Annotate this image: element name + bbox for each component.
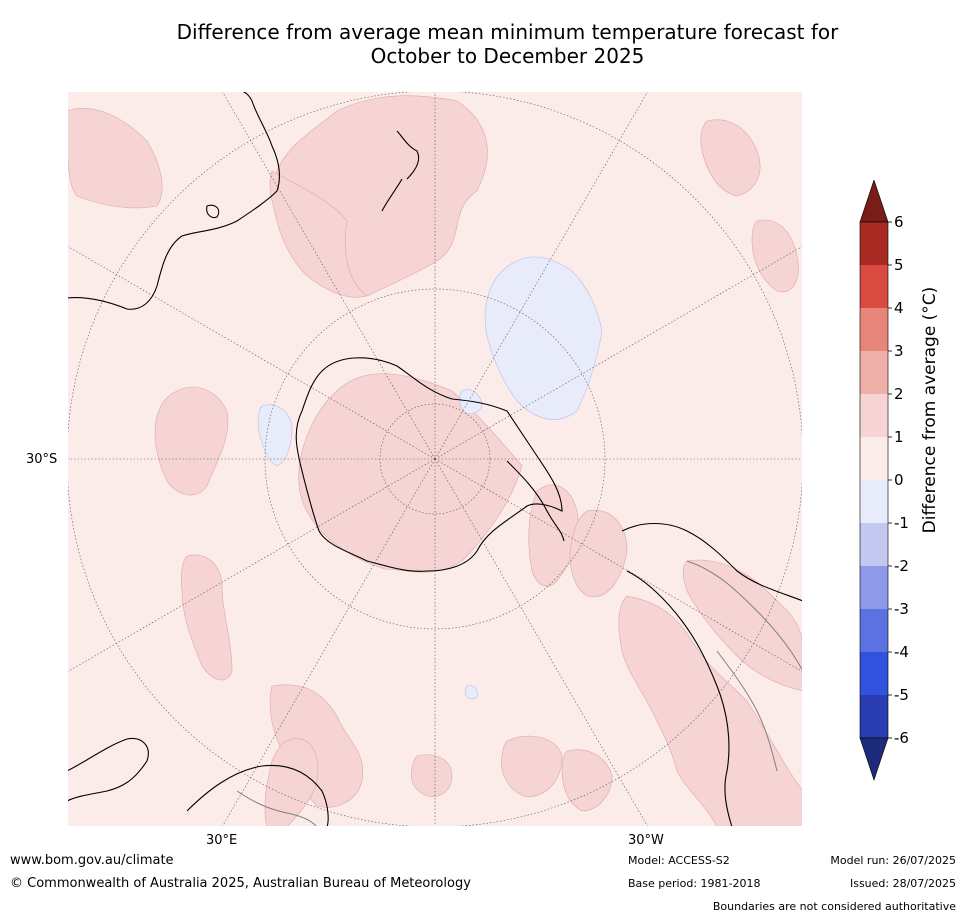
colorbar-tick-label: 3 <box>894 342 904 360</box>
colorbar-tick-label: 6 <box>894 213 904 231</box>
colorbar-bin <box>860 480 888 523</box>
colorbar-bin <box>860 652 888 695</box>
lon-label-30e: 30°E <box>206 833 238 848</box>
anomaly-region-east-edge <box>751 219 799 293</box>
anomaly-region-tasman <box>269 170 368 298</box>
colorbar-tick-label: 2 <box>894 385 904 403</box>
footer-copyright: © Commonwealth of Australia 2025, Austra… <box>10 876 471 891</box>
footer-model-run: Model run: 26/07/2025 <box>830 854 956 867</box>
anomaly-region-southern-indian <box>154 386 229 496</box>
coastline-antarctica <box>295 357 563 572</box>
colorbar-tick-label: -2 <box>894 557 909 575</box>
anomaly-region-bottom-center <box>410 754 453 797</box>
anomaly-region-south-america <box>618 595 803 827</box>
map-title: Difference from average mean minimum tem… <box>0 20 965 68</box>
footer-issued: Issued: 28/07/2025 <box>849 877 956 890</box>
colorbar-bin <box>860 695 888 738</box>
anomaly-region-east-pacific <box>569 509 628 598</box>
coastlines <box>67 91 803 827</box>
lon-label-30w: 30°W <box>628 833 664 848</box>
coastline-new-zealand-north <box>396 130 420 180</box>
colorbar-extend-bottom <box>859 737 889 781</box>
colorbar-tick-label: 4 <box>894 299 904 317</box>
coastline-tasmania <box>206 204 220 219</box>
colorbar-tick-label: -3 <box>894 600 909 618</box>
anomaly-region-southeast <box>682 559 803 692</box>
coastline-antarctic-peninsula <box>506 460 565 542</box>
anomaly-region-south-atlantic <box>264 738 319 827</box>
colorbar-tick-label: -1 <box>894 514 909 532</box>
coastline-africa <box>67 737 149 802</box>
anomaly-region-weddell <box>459 389 483 415</box>
anomaly-region-africa <box>269 684 364 808</box>
lat-label-30s: 30°S <box>26 452 58 467</box>
colorbar-extend-top <box>859 179 889 223</box>
anomaly-region-bottom-right <box>561 749 613 812</box>
footer-website[interactable]: www.bom.gov.au/climate <box>10 853 174 868</box>
anomaly-region-drake <box>528 484 579 587</box>
anomaly-1-to-2-regions <box>67 95 803 827</box>
footer-disclaimer: Boundaries are not considered authoritat… <box>712 900 956 913</box>
anomaly-region-small-cold <box>464 685 478 700</box>
colorbar-bin <box>860 222 888 265</box>
colorbar-bin <box>860 308 888 351</box>
colorbar-label: Difference from average (°C) <box>920 286 940 534</box>
anomaly-region-far-east <box>700 119 761 197</box>
colorbar-bin <box>860 523 888 566</box>
map-title-line1: Difference from average mean minimum tem… <box>176 20 839 44</box>
colorbar-tick-label: -6 <box>894 729 909 747</box>
colorbar-bin <box>860 394 888 437</box>
colorbar-tick-label: 5 <box>894 256 904 274</box>
colorbar-tick-label: -5 <box>894 686 909 704</box>
footer-model: Model: ACCESS-S2 <box>628 854 730 867</box>
graticule <box>67 91 803 827</box>
coastline-africa-south <box>186 764 329 827</box>
anomaly-region-indian-cold <box>257 404 293 467</box>
coastline-south-america-west <box>626 570 733 827</box>
colorbar-bin <box>860 351 888 394</box>
coastline-new-zealand-south <box>381 178 403 212</box>
colorbar-bin <box>860 609 888 652</box>
footer-base-period: Base period: 1981-2018 <box>628 877 761 890</box>
coastline-south-america <box>621 523 803 602</box>
colorbar-bin <box>860 437 888 480</box>
colorbar-graphic: 6 5 4 3 2 1 0 -1 -2 -3 -4 -5 -6 <box>859 179 909 781</box>
colorbar-tick-label: 0 <box>894 471 904 489</box>
map-title-line2: October to December 2025 <box>370 44 645 68</box>
colorbar-bin <box>860 265 888 308</box>
colorbar-tick-label: -4 <box>894 643 909 661</box>
anomaly-region-mid-south <box>501 735 563 798</box>
coastline-australia <box>67 91 281 310</box>
colorbar-tick-label: 1 <box>894 428 904 446</box>
forecast-map <box>67 91 803 827</box>
anomaly-region-indian-south <box>180 554 233 681</box>
anomaly-region-northwest <box>67 108 163 209</box>
anomaly-minus1-to-0-regions <box>257 256 603 700</box>
country-borders <box>236 560 803 827</box>
anomaly-region-south-pacific <box>484 256 603 420</box>
colorbar: 6 5 4 3 2 1 0 -1 -2 -3 -4 -5 -6 Difference from aver… <box>845 179 965 790</box>
colorbar-bin <box>860 566 888 609</box>
